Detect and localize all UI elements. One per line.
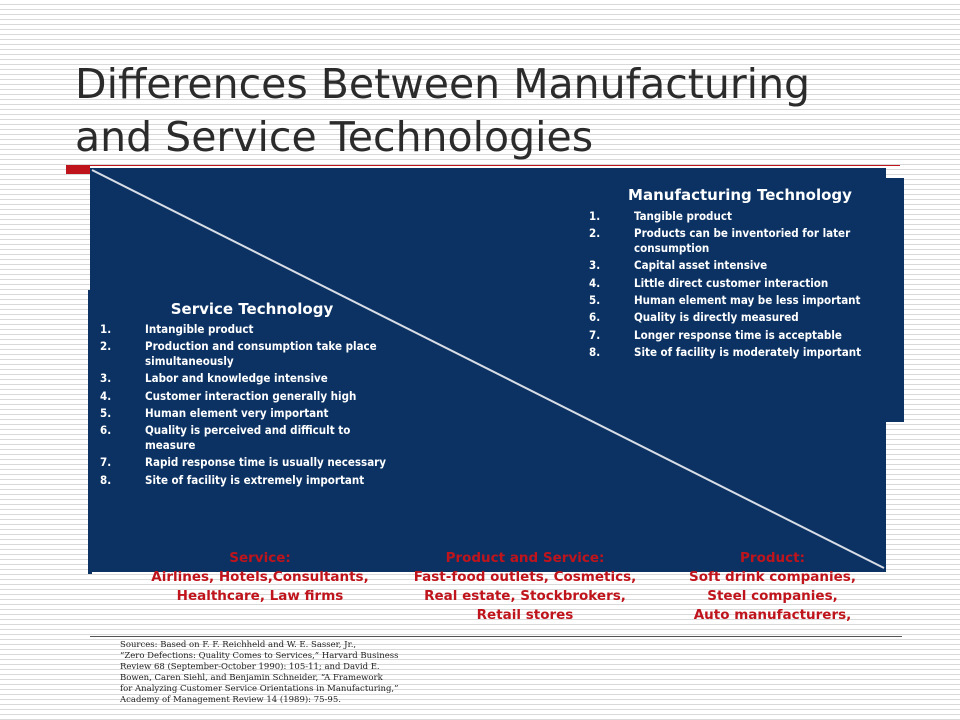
list-item: 3. Capital asset intensive (589, 258, 889, 272)
item-text: Quality is perceived and difficult to me… (145, 423, 351, 452)
item-text: Quality is directly measured (634, 310, 799, 325)
item-number: 7. (589, 327, 601, 342)
service-panel-overlap (88, 290, 92, 574)
list-item: 2. Products can be inventoried for later … (589, 226, 889, 255)
manufacturing-panel (90, 168, 904, 572)
manufacturing-heading: Manufacturing Technology (628, 186, 852, 204)
category-service: Service: Airlines, Hotels,Consultants, H… (100, 549, 420, 606)
item-text: Little direct customer interaction (634, 275, 829, 290)
list-item: 5. Human element may be less important (589, 293, 889, 307)
item-number: 8. (589, 345, 601, 360)
item-number: 2. (589, 226, 601, 241)
title-accent-bar (66, 165, 90, 174)
item-text: Tangible product (634, 209, 732, 223)
service-list: 1. Intangible product 2. Production and co… (100, 322, 400, 490)
slide-title-line-1: Differences Between Manufacturing (75, 60, 811, 108)
item-number: 4. (589, 275, 601, 290)
item-text: Rapid response time is usually necessary (145, 455, 387, 470)
list-item: 4. Customer interaction generally high (100, 389, 400, 403)
item-text: Intangible product (145, 322, 254, 336)
list-item: 3. Labor and knowledge intensive (100, 371, 400, 385)
category-product-and-service: Product and Service: Fast-food outlets, … (375, 549, 675, 625)
item-number: 6. (589, 310, 601, 325)
list-item: 1. Tangible product (589, 209, 889, 223)
list-item: 8. Site of facility is moderately importa… (589, 345, 889, 359)
item-number: 2. (100, 339, 112, 354)
slide-title: Differences Between Manufacturing and Se… (75, 58, 935, 165)
manufacturing-list: 1. Tangible product 2. Products can be inv… (589, 209, 889, 363)
continuum-diagonal (91, 169, 885, 569)
category-label: Service: (229, 550, 291, 566)
item-text: Site of facility is moderately important (634, 345, 862, 360)
category-product: Product: Soft drink companies, Steel com… (640, 549, 905, 625)
category-examples: Fast-food outlets, Cosmetics, Real estat… (413, 569, 637, 623)
category-examples: Airlines, Hotels,Consultants, Healthcare… (151, 569, 369, 604)
item-text: Longer response time is acceptable (634, 327, 842, 342)
item-number: 3. (589, 258, 601, 273)
service-heading: Service Technology (170, 300, 334, 318)
item-number: 6. (100, 423, 112, 438)
list-item: 1. Intangible product (100, 322, 400, 336)
item-text: Products can be inventoried for later co… (634, 226, 851, 255)
list-item: 7. Longer response time is acceptable (589, 328, 889, 342)
item-number: 7. (100, 455, 112, 470)
item-text: Site of facility is extremely important (145, 472, 365, 487)
item-number: 1. (589, 209, 601, 223)
list-item: 7. Rapid response time is usually necessa… (100, 455, 400, 469)
item-number: 8. (100, 472, 112, 487)
item-number: 5. (100, 406, 112, 421)
item-number: 4. (100, 388, 112, 403)
list-item: 6. Quality is perceived and difficult to … (100, 423, 400, 452)
category-label: Product and Service: (445, 550, 605, 566)
list-item: 8. Site of facility is extremely importan… (100, 473, 400, 487)
footer-divider (90, 636, 902, 637)
item-text: Capital asset intensive (634, 258, 768, 273)
list-item: 4. Little direct customer interaction (589, 276, 889, 290)
category-label: Product: (740, 550, 805, 566)
list-item: 2. Production and consumption take place … (100, 339, 400, 368)
item-text: Labor and knowledge intensive (145, 371, 328, 386)
item-text: Human element very important (145, 406, 329, 421)
item-number: 5. (589, 293, 601, 308)
category-examples: Soft drink companies, Steel companies, A… (689, 569, 856, 623)
item-text: Human element may be less important (634, 293, 861, 308)
slide-title-line-2: and Service Technologies (75, 113, 594, 162)
sources-citation: Sources: Based on F. F. Reichheld and W.… (120, 640, 399, 705)
item-text: Production and consumption take place si… (145, 339, 377, 368)
title-underline (90, 165, 900, 166)
item-number: 3. (100, 371, 112, 386)
item-text: Customer interaction generally high (145, 388, 357, 403)
item-number: 1. (100, 322, 112, 336)
list-item: 5. Human element very important (100, 406, 400, 420)
list-item: 6. Quality is directly measured (589, 310, 889, 324)
